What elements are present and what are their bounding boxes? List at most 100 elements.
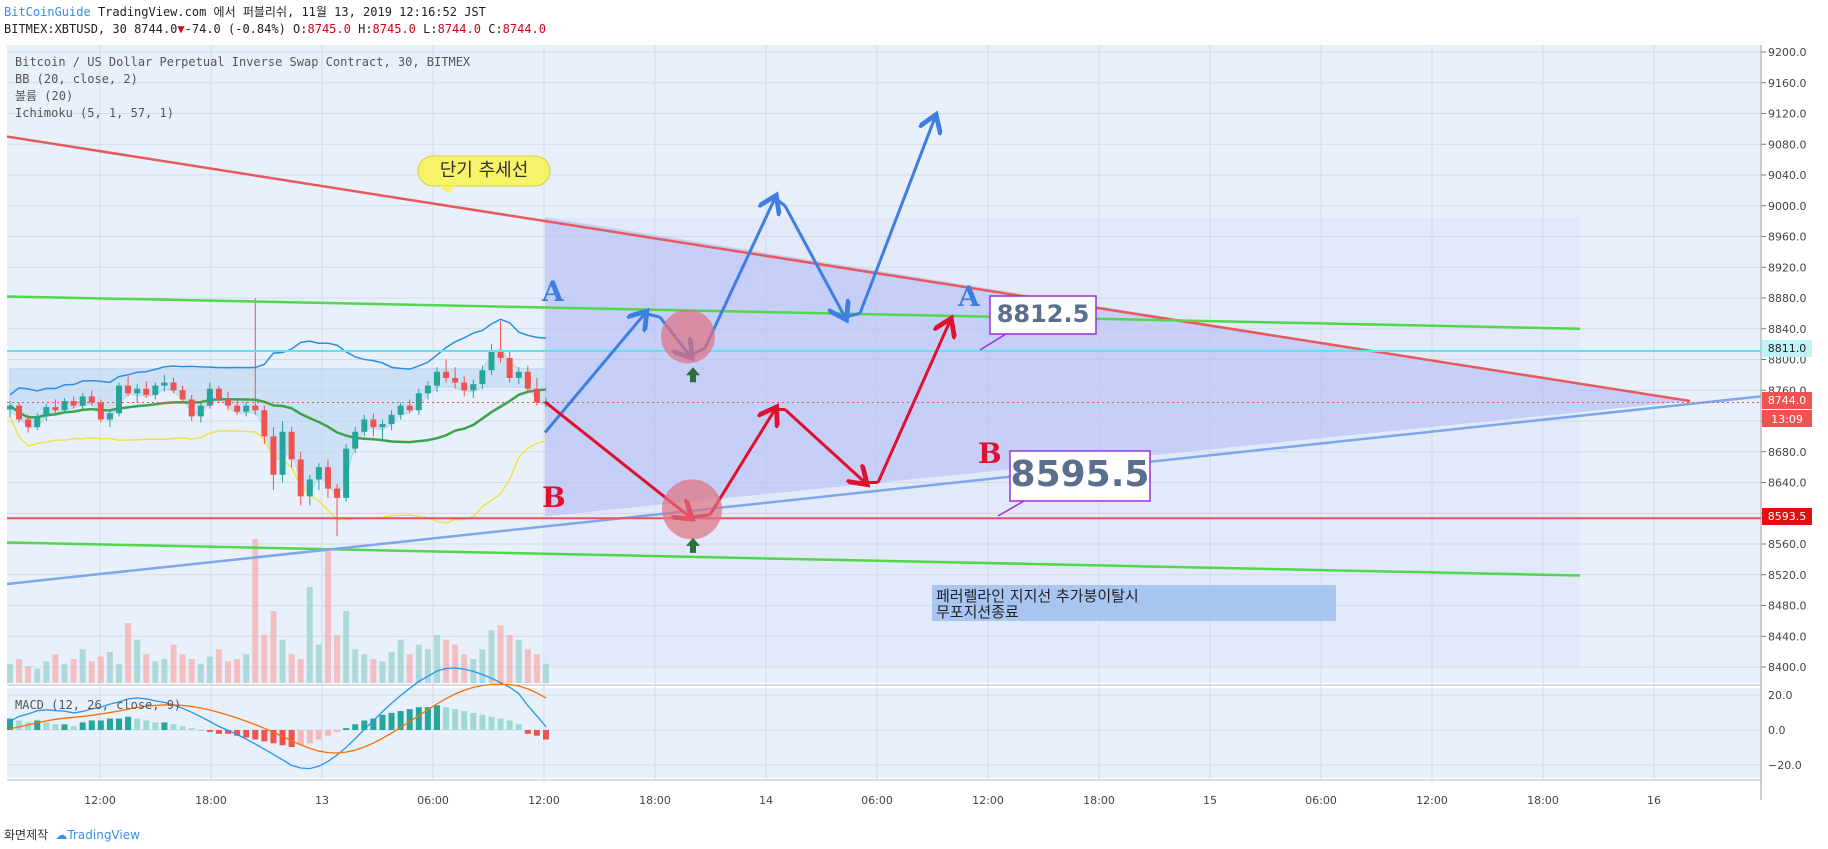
macd-hist-bar bbox=[506, 720, 513, 730]
projection-arrows[interactable] bbox=[543, 117, 950, 553]
volume-bars bbox=[7, 539, 549, 683]
candle-body bbox=[7, 405, 13, 410]
volume-bar bbox=[334, 635, 341, 683]
open-label: O: bbox=[293, 22, 308, 36]
candle-body bbox=[188, 399, 195, 417]
candle-body bbox=[179, 390, 186, 400]
macd-hist-bar bbox=[7, 718, 13, 730]
price-callout-a[interactable]: 8812.5 bbox=[979, 295, 1097, 351]
x-tick-label: 12:00 bbox=[84, 794, 116, 807]
candle-body bbox=[234, 405, 241, 412]
legend-bb: BB (20, close, 2) bbox=[15, 72, 138, 86]
price-tag-red-text: 8593.5 bbox=[1768, 510, 1807, 523]
legend-ichimoku: Ichimoku (5, 1, 57, 1) bbox=[15, 106, 174, 120]
volume-bar bbox=[34, 668, 41, 683]
candle-body bbox=[506, 357, 513, 378]
y-tick-label: 8920.0 bbox=[1768, 261, 1807, 274]
price-axis[interactable]: 9200.0 9160.0 9120.0 9080.0 9040.0 9000.0 8960… bbox=[1761, 46, 1807, 772]
macd-hist-bar bbox=[461, 711, 468, 730]
macd-hist-bar bbox=[125, 716, 132, 730]
candle-body bbox=[524, 371, 531, 389]
macd-hist-bar bbox=[370, 718, 377, 730]
volume-bar bbox=[488, 630, 495, 683]
tradingview-brand[interactable]: TradingView bbox=[67, 828, 140, 842]
volume-bar bbox=[70, 659, 77, 683]
macd-hist-bar bbox=[543, 730, 549, 740]
candle-body bbox=[461, 382, 468, 391]
macd-hist-bar bbox=[16, 720, 23, 730]
made-with-label: 화면제작 bbox=[4, 828, 49, 842]
note-box[interactable]: 페러렐라인 지지선 추가붕이탈시 무포지션종료 bbox=[932, 585, 1336, 621]
candle-body bbox=[143, 388, 150, 395]
price-tag-red: 8593.5 bbox=[1762, 508, 1812, 525]
macd-hist-bar bbox=[497, 718, 504, 730]
macd-hist-bar bbox=[279, 730, 286, 746]
author-name[interactable]: BitCoinGuide bbox=[4, 5, 91, 19]
volume-bar bbox=[161, 659, 168, 683]
candle-body bbox=[315, 467, 322, 480]
volume-bar bbox=[134, 639, 141, 683]
volume-bar bbox=[315, 644, 322, 683]
candle-body bbox=[297, 459, 304, 497]
volume-bar bbox=[406, 654, 413, 683]
macd-hist-bar bbox=[52, 724, 59, 730]
macd-hist-bar bbox=[106, 718, 113, 730]
short-trend-callout[interactable]: 단기 추세선 bbox=[417, 155, 551, 194]
x-tick-label: 16 bbox=[1647, 794, 1661, 807]
short-trend-label: 단기 추세선 bbox=[440, 160, 529, 181]
candle-body bbox=[88, 396, 95, 403]
volume-bar bbox=[88, 661, 95, 683]
volume-bar bbox=[234, 659, 241, 683]
volume-bar bbox=[52, 654, 59, 683]
volume-bar bbox=[433, 635, 440, 683]
candle-body bbox=[134, 388, 141, 394]
volume-bar bbox=[152, 661, 159, 683]
y-tick-label: 9040.0 bbox=[1768, 169, 1807, 182]
scenario-a-arrow bbox=[844, 311, 861, 319]
macd-tick-label: 0.0 bbox=[1768, 724, 1786, 737]
macd-hist-bar bbox=[315, 730, 322, 740]
candle-body bbox=[106, 413, 113, 420]
volume-bar bbox=[170, 644, 177, 683]
label-a-left: A bbox=[541, 275, 565, 308]
volume-bar bbox=[397, 639, 404, 683]
macd-hist-bar bbox=[215, 730, 222, 734]
candle-body bbox=[61, 401, 68, 411]
candle-body bbox=[306, 479, 313, 497]
macd-hist-bar bbox=[188, 728, 195, 730]
price-change: -74.0 (-0.84%) bbox=[184, 22, 286, 36]
reaction-zone-a bbox=[661, 309, 715, 364]
price-tag-last: 8744.0 13:09 bbox=[1762, 392, 1812, 427]
price-tag-cyan-text: 8811.0 bbox=[1768, 342, 1807, 355]
volume-bar bbox=[506, 635, 513, 683]
macd-hist-bar bbox=[179, 726, 186, 730]
volume-bar bbox=[524, 649, 531, 683]
open-value: 8745.0 bbox=[307, 22, 351, 36]
price-callout-b[interactable]: 8595.5 bbox=[997, 450, 1151, 517]
candle-body bbox=[361, 419, 368, 432]
volume-bar bbox=[515, 639, 522, 683]
trendlines[interactable] bbox=[6, 135, 1762, 586]
candle-body bbox=[424, 385, 431, 394]
x-tick-label: 18:00 bbox=[1527, 794, 1559, 807]
high-value: 8745.0 bbox=[372, 22, 416, 36]
up-arrow-icon bbox=[686, 537, 700, 553]
volume-bar bbox=[125, 623, 132, 683]
note-line-2: 무포지션종료 bbox=[936, 603, 1019, 621]
macd-hist-bar bbox=[261, 730, 268, 742]
close-label: C: bbox=[488, 22, 503, 36]
candle-body bbox=[116, 385, 123, 414]
candle-body bbox=[215, 388, 222, 400]
candle-body bbox=[388, 414, 395, 425]
macd-hist-bar bbox=[524, 730, 531, 734]
macd-indicator bbox=[7, 667, 549, 770]
macd-hist-bar bbox=[343, 728, 350, 730]
candle-body bbox=[97, 402, 104, 420]
macd-hist-bar bbox=[334, 730, 341, 732]
macd-hist-bar bbox=[43, 722, 50, 730]
time-axis[interactable]: 12:00 18:00 13 06:00 12:00 18:00 14 06:00 12:00 1… bbox=[84, 794, 1661, 807]
x-tick-label: 06:00 bbox=[417, 794, 449, 807]
candle-body bbox=[443, 371, 450, 378]
macd-hist-bar bbox=[270, 730, 277, 744]
